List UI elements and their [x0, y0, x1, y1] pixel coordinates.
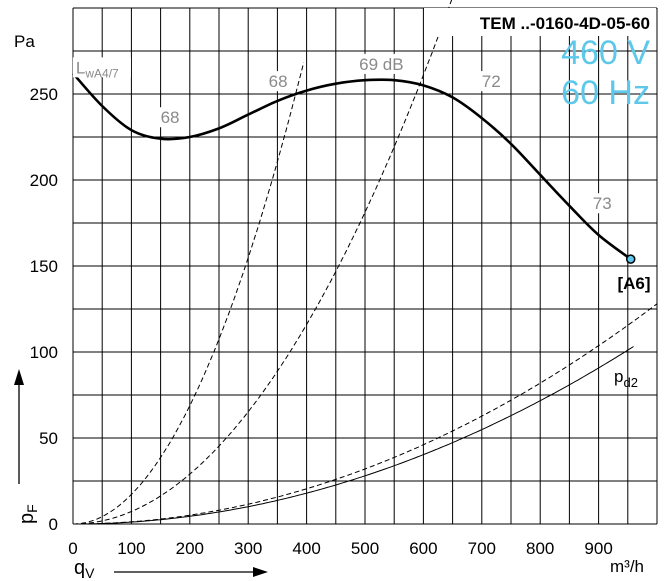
frequency-label: 60 Hz [561, 74, 650, 112]
y-tick-label: 0 [49, 515, 58, 534]
y-axis-title: pF [16, 504, 40, 524]
noise-label-background [478, 71, 503, 92]
y-axis-title-sub: F [24, 504, 40, 513]
noise-label-background [157, 107, 182, 128]
noise-label-main: 68 [161, 108, 180, 127]
y-unit-label: Pa [14, 32, 35, 51]
y-tick-label: 50 [39, 429, 58, 448]
x-axis-title: qV [74, 557, 95, 581]
system-curve [73, 0, 453, 525]
noise-label: 73 [593, 194, 612, 213]
x-tick-label: 400 [292, 539, 320, 558]
y-tick-labels: 0 50 100 150 200 250 [30, 85, 58, 534]
noise-label-background [72, 57, 131, 78]
x-axis-title-main: q [74, 557, 85, 579]
noise-label-main: L [76, 58, 85, 77]
x-tick-labels: 0 100 200 300 400 500 600 700 800 900 [68, 539, 613, 558]
x-tick-label: 200 [176, 539, 204, 558]
noise-label: LwA4/7 [76, 58, 119, 80]
x-tick-label: 700 [468, 539, 496, 558]
dynamic-pressure-curve [73, 346, 634, 525]
x-tick-label: 300 [234, 539, 262, 558]
noise-label: 68 [161, 108, 180, 127]
y-tick-label: 150 [30, 257, 58, 276]
fan-curve-label: [A6] [617, 274, 650, 293]
dynamic-pressure-label-sub: d2 [623, 375, 637, 390]
chart-title: TEM ..-0160-4D-05-60 [480, 14, 650, 33]
noise-label: 68 [269, 72, 288, 91]
x-tick-label: 600 [409, 539, 437, 558]
y-tick-label: 200 [30, 171, 58, 190]
noise-label: 72 [482, 72, 501, 91]
y-tick-label: 100 [30, 343, 58, 362]
grid-lines [72, 7, 658, 525]
x-unit-label: m³/h [610, 557, 644, 576]
x-tick-label: 900 [584, 539, 612, 558]
curves [72, 0, 658, 525]
x-tick-label: 100 [117, 539, 145, 558]
noise-label-main: 69 dB [359, 55, 403, 74]
x-tick-label: 0 [68, 539, 77, 558]
x-tick-label: 800 [526, 539, 554, 558]
system-curve [73, 303, 658, 525]
noise-labels: LwA4/7 68 68 69 dB 72 73 [72, 53, 614, 214]
title-background [424, 8, 656, 36]
fan-curve [72, 72, 632, 261]
noise-label-main: 72 [482, 72, 501, 91]
system-curve [72, 62, 305, 525]
dynamic-pressure-label-main: p [614, 367, 623, 386]
noise-label-background [265, 71, 290, 92]
x-tick-label: 500 [351, 539, 379, 558]
noise-label-background [589, 193, 614, 214]
noise-label-main: 68 [269, 72, 288, 91]
noise-label: 69 dB [359, 55, 403, 74]
dynamic-pressure-label: pd2 [614, 367, 638, 390]
y-axis-title-main: p [16, 513, 38, 524]
y-tick-label: 250 [30, 85, 58, 104]
noise-label-background [356, 53, 411, 74]
voltage-label: 460 V [561, 34, 650, 72]
noise-label-main: 73 [593, 194, 612, 213]
x-axis-title-sub: V [85, 565, 95, 581]
noise-label-sub: wA4/7 [84, 66, 119, 80]
operating-point-marker [625, 254, 636, 264]
x-axis-arrow-head [253, 567, 268, 577]
y-axis-arrow-head [14, 369, 24, 385]
